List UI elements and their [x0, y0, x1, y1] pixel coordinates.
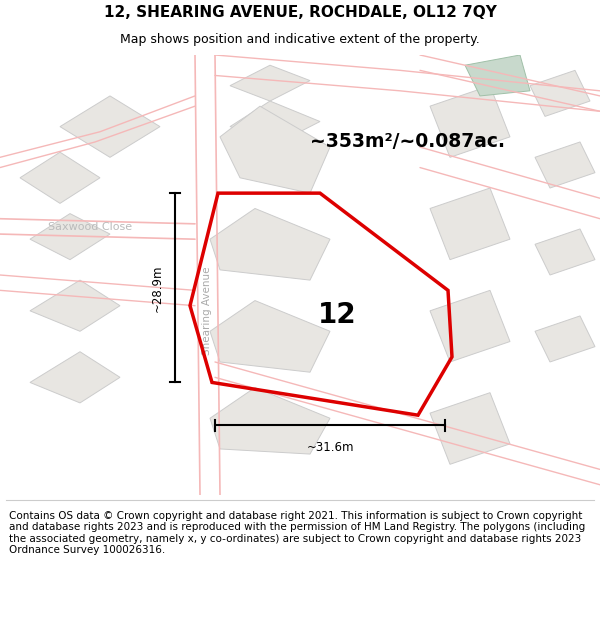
Polygon shape — [535, 142, 595, 188]
Polygon shape — [535, 229, 595, 275]
Text: 12: 12 — [318, 301, 357, 329]
Polygon shape — [430, 86, 510, 158]
Polygon shape — [535, 316, 595, 362]
Polygon shape — [210, 209, 330, 280]
Polygon shape — [465, 55, 530, 96]
Polygon shape — [20, 152, 100, 203]
Polygon shape — [220, 106, 330, 193]
Text: ~28.9m: ~28.9m — [151, 264, 163, 311]
Text: Saxwood Close: Saxwood Close — [48, 222, 132, 232]
Polygon shape — [30, 214, 110, 259]
Text: Contains OS data © Crown copyright and database right 2021. This information is : Contains OS data © Crown copyright and d… — [9, 511, 585, 556]
Polygon shape — [430, 392, 510, 464]
Text: ~31.6m: ~31.6m — [306, 441, 354, 454]
Text: 12, SHEARING AVENUE, ROCHDALE, OL12 7QY: 12, SHEARING AVENUE, ROCHDALE, OL12 7QY — [104, 4, 496, 19]
Text: ~353m²/~0.087ac.: ~353m²/~0.087ac. — [310, 132, 505, 151]
Polygon shape — [210, 301, 330, 372]
Text: Map shows position and indicative extent of the property.: Map shows position and indicative extent… — [120, 33, 480, 46]
Polygon shape — [430, 188, 510, 259]
Polygon shape — [30, 352, 120, 403]
Polygon shape — [230, 65, 310, 101]
Polygon shape — [60, 96, 160, 158]
Text: Shearing Avenue: Shearing Avenue — [202, 267, 212, 355]
Polygon shape — [530, 71, 590, 116]
Polygon shape — [230, 101, 320, 142]
Polygon shape — [210, 388, 330, 454]
Polygon shape — [30, 280, 120, 331]
Polygon shape — [430, 291, 510, 362]
